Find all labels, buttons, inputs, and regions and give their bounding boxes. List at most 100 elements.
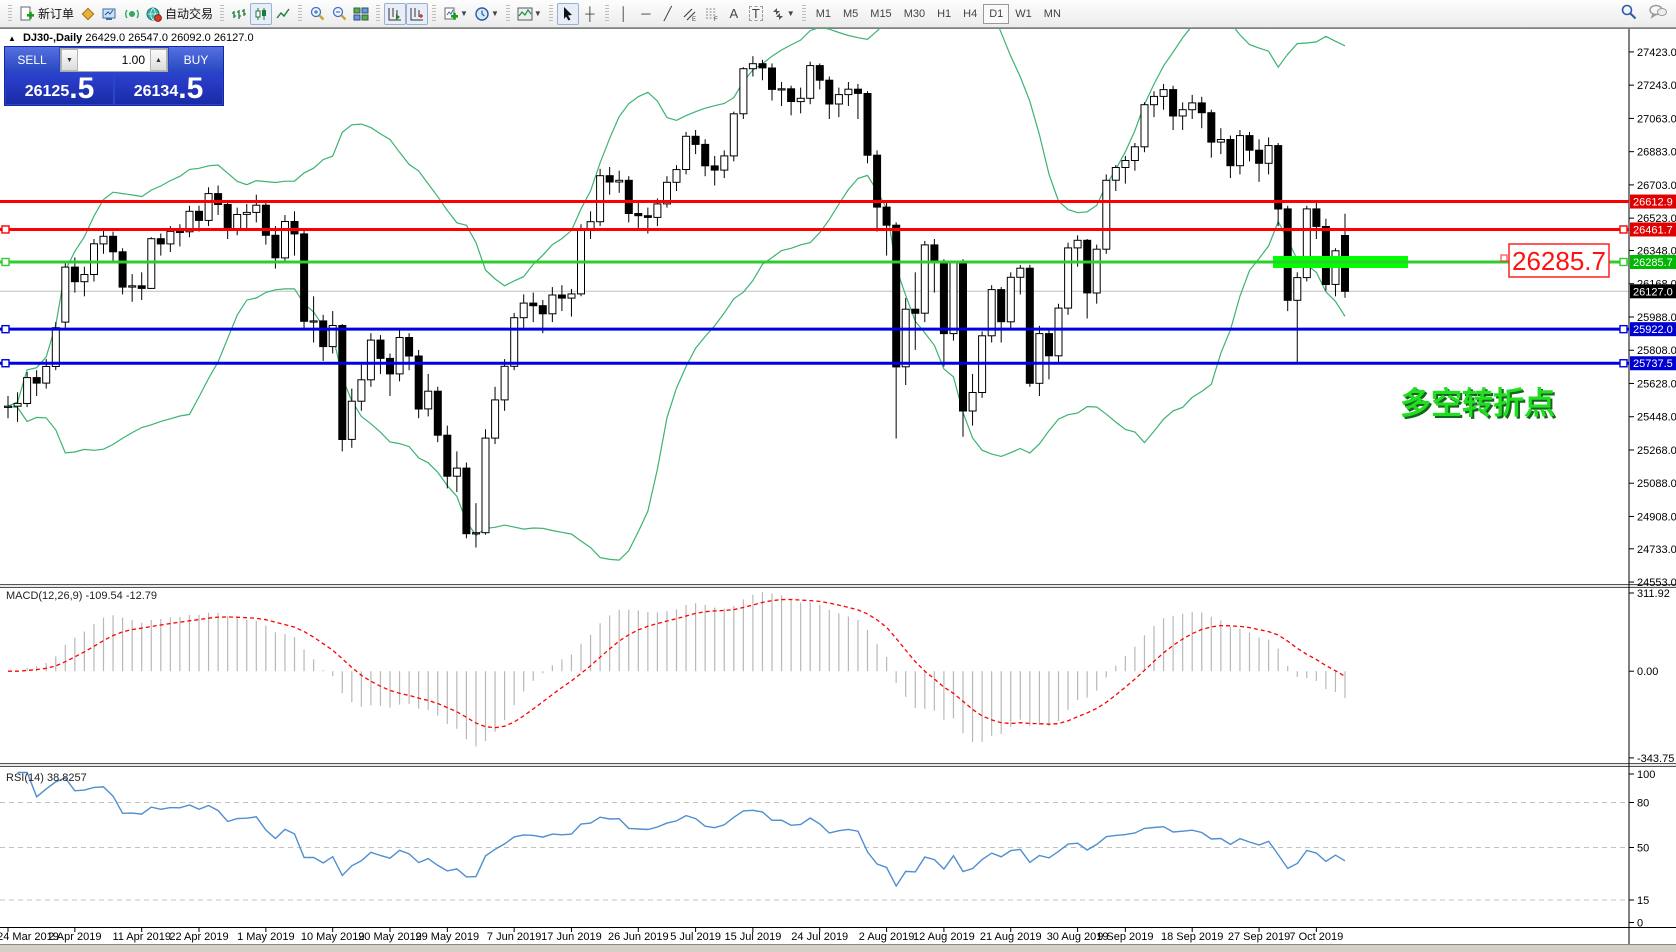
arrows-icon: [772, 7, 783, 20]
bar-ohlc-values: 26429.0 26547.0 26092.0 26127.0: [85, 32, 254, 44]
svg-text:311.92: 311.92: [1637, 588, 1670, 600]
line-handle[interactable]: [1619, 257, 1628, 267]
buy-price-fraction: .5: [178, 72, 204, 105]
vline-button[interactable]: │: [613, 3, 635, 25]
timeframe-W1[interactable]: W1: [1015, 7, 1032, 20]
date-tick: 2 Aug 2019: [859, 931, 915, 943]
crosshair-button[interactable]: ┼: [579, 3, 601, 25]
buy-price-main: 26134: [133, 83, 179, 100]
timeframe-M15[interactable]: M15: [870, 7, 892, 20]
rsi-label: RSI(14) 38.8257: [6, 772, 87, 784]
timeframe-MN[interactable]: MN: [1043, 7, 1061, 20]
toolbar: 新订单 自动交易: [0, 0, 1676, 28]
date-tick: 20 May 2019: [358, 931, 422, 943]
layouts-button[interactable]: [77, 3, 99, 25]
rsi-line: [17, 771, 1346, 888]
date-tick: 21 Aug 2019: [980, 931, 1042, 943]
line-chart-button[interactable]: [272, 3, 294, 25]
cursor-button[interactable]: [556, 2, 579, 25]
channel-button[interactable]: E: [679, 3, 701, 25]
sell-button[interactable]: SELL: [5, 47, 59, 73]
svg-text:26612.9: 26612.9: [1633, 197, 1673, 209]
chat-icon[interactable]: [1648, 3, 1668, 21]
line-handle[interactable]: [1, 257, 10, 267]
line-handle[interactable]: [1619, 359, 1628, 368]
toolbar-grip: [8, 4, 12, 23]
annotation-text[interactable]: 多空转折点: [1400, 386, 1555, 421]
collapse-arrow-icon[interactable]: ▲: [8, 34, 16, 43]
volume-input[interactable]: 1.00: [78, 49, 150, 71]
axis-label-26461.7: [1630, 222, 1676, 237]
line-chart-icon: [276, 8, 290, 18]
trendline-button[interactable]: ╱: [657, 3, 679, 25]
bar-chart-button[interactable]: [228, 3, 250, 25]
svg-text:26285.7: 26285.7: [1633, 257, 1673, 269]
price-tick: 25808.0: [1637, 345, 1676, 357]
svg-text:100: 100: [1637, 769, 1655, 781]
date-tick: 5 Jul 2019: [670, 931, 721, 943]
text-button[interactable]: A: [723, 3, 745, 25]
price-tick: 24908.0: [1637, 511, 1676, 523]
hline-button[interactable]: ─: [635, 3, 657, 25]
line-handle[interactable]: [1, 359, 10, 368]
candlestick-button[interactable]: [250, 2, 273, 25]
new-chart-icon: [444, 7, 459, 20]
price-tick: 27063.0: [1637, 113, 1676, 125]
date-tick: 1 May 2019: [237, 931, 294, 943]
axis-label-26285.7: [1630, 254, 1676, 269]
bar-chart-icon: [232, 8, 247, 19]
buy-price[interactable]: 26134 .5: [115, 73, 222, 104]
candles: [4, 56, 1349, 548]
price-tick: 27243.0: [1637, 80, 1676, 92]
date-tick: 15 Jul 2019: [724, 931, 781, 943]
tile-windows-button[interactable]: [350, 3, 372, 25]
price-tick: 26348.0: [1637, 245, 1676, 257]
signal-button[interactable]: [121, 3, 143, 25]
arrows-button[interactable]: ▼: [767, 3, 798, 25]
price-tick: 26883.0: [1637, 147, 1676, 159]
timeframe-H4[interactable]: H4: [963, 7, 978, 20]
layouts-icon: [81, 7, 95, 20]
timeframe-M30[interactable]: M30: [903, 7, 926, 20]
line-handle[interactable]: [1, 225, 10, 234]
zoom-out-button[interactable]: [328, 3, 350, 25]
date-tick: 26 Jun 2019: [608, 931, 669, 943]
toolbar-grip: [220, 4, 225, 23]
date-tick: 18 Sep 2019: [1161, 931, 1223, 943]
chart-shift-icon: [410, 7, 424, 20]
indicator-list-button[interactable]: ▼: [514, 3, 545, 25]
auto-scroll-button[interactable]: [384, 2, 407, 25]
line-handle[interactable]: [1619, 324, 1628, 334]
search-icon[interactable]: [1620, 3, 1638, 21]
terminal-icon: [102, 8, 116, 20]
period-clock-button[interactable]: ▼: [471, 3, 502, 25]
zoom-in-button[interactable]: [306, 3, 328, 25]
autotrading-button[interactable]: 自动交易: [143, 3, 216, 25]
sell-price[interactable]: 26125 .5: [6, 73, 113, 104]
chart-shift-button[interactable]: [406, 2, 429, 25]
volume-increase-button[interactable]: ▲: [150, 49, 167, 71]
fibonacci-button[interactable]: F: [701, 3, 723, 25]
label-button[interactable]: T: [745, 3, 767, 25]
volume-decrease-button[interactable]: ▼: [61, 49, 78, 71]
zoom-out-icon: [332, 6, 347, 20]
sell-price-main: 26125: [24, 83, 70, 100]
line-handle[interactable]: [1, 324, 10, 334]
line-handle[interactable]: [1619, 225, 1628, 234]
timeframe-D1[interactable]: D1: [983, 3, 1010, 24]
buy-button[interactable]: BUY: [169, 47, 223, 73]
new-chart-button[interactable]: ▼: [440, 3, 471, 25]
new-order-button[interactable]: 新订单: [16, 3, 77, 25]
axis-label-25737.5: [1630, 356, 1676, 371]
price-callout[interactable]: 26285.7: [1500, 243, 1610, 278]
timeframe-H1[interactable]: H1: [937, 7, 952, 20]
timeframe-M1[interactable]: M1: [815, 7, 831, 20]
terminal-button[interactable]: [99, 3, 121, 25]
price-tick: 25088.0: [1637, 478, 1676, 490]
new-order-label: 新订单: [38, 7, 75, 21]
svg-text:25737.5: 25737.5: [1633, 358, 1673, 370]
date-tick: 2 Apr 2019: [48, 931, 101, 943]
timeframe-M5[interactable]: M5: [843, 7, 859, 20]
timeframe-bar: M1 M5 M15 M30 H1 H4 D1 W1 MN: [810, 3, 1067, 24]
